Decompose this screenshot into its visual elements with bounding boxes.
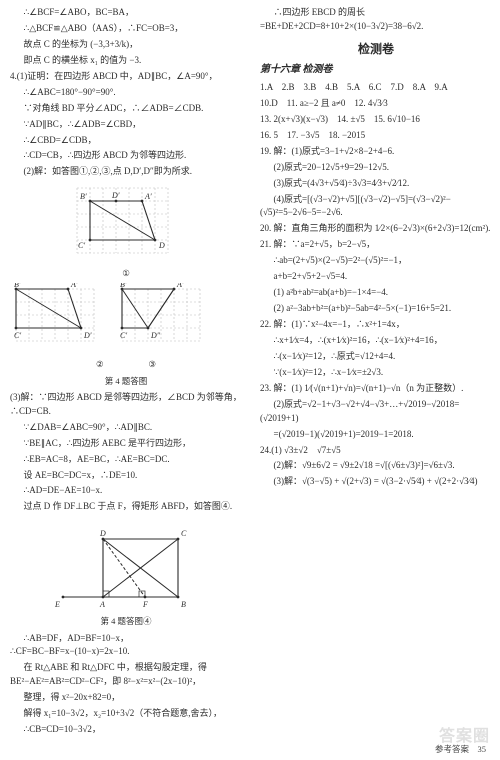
figlabel: 第 4 题答图: [10, 375, 242, 388]
l8: ∵AD∥BC，∴∠ADB=∠CBD，: [10, 118, 242, 132]
r3: 13. 2(x+√3)(x−√3) 14. ±√5 15. 6√10−16: [260, 113, 492, 127]
svg-text:B′: B′: [120, 283, 127, 289]
r6: (2)原式=20−12√5+9=29−12√5.: [260, 161, 492, 175]
r21: =(√2019−1)(√2019+1)=2019−1=2018.: [260, 428, 492, 442]
l5: 4.(1)证明：在四边形 ABCD 中，AD∥BC，∠A=90°，: [10, 70, 242, 84]
r8: (4)原式=[(√3−√2)+√5][(√3−√2)−√5]=(√3−√2)²−…: [260, 193, 492, 221]
l7: ∵对角线 BD 平分∠ADC，∴∠ADB=∠CDB.: [10, 102, 242, 116]
svg-text:B′: B′: [14, 283, 21, 289]
ans: 1.A 2.B 3.B 4.B 5.A 6.C 7.D 8.A 9.A: [260, 81, 492, 95]
fig-row-4: E A B F D C: [10, 517, 242, 612]
svg-text:A′: A′: [144, 192, 152, 201]
svg-text:A′: A′: [70, 283, 78, 289]
svg-text:D″: D″: [150, 331, 161, 340]
l4: 即点 C 的横坐标 x₁ 的值为 −3.: [10, 54, 242, 68]
r17: ∴(x−1⁄x)²=12，∴原式=√12+4=4.: [260, 350, 492, 364]
r15: 22. 解：(1)∵x²−4x=−1，∴x²+1=4x，: [260, 318, 492, 332]
svg-text:C′: C′: [14, 331, 21, 340]
r24: (3)解：√(3−√5) + √(2+√3) = √(3−2·√5⁄4) + √…: [260, 475, 492, 489]
l18: 过点 D 作 DF⊥BC 于点 F，得矩形 ABFD，如答图④.: [10, 500, 242, 514]
svg-text:D: D: [158, 241, 165, 250]
l19: ∴AB=DF，AD=BF=10−x，∴CF=BC−BF=x−(10−x)=2x−…: [10, 632, 242, 660]
svg-text:D: D: [99, 529, 106, 538]
l10: ∴CD=CB，∴四边形 ABCD 为邻等四边形.: [10, 149, 242, 163]
footer: 参考答案 35: [435, 743, 486, 756]
r19: 23. 解：(1) 1⁄(√(n+1)+√n)=√(n+1)−√n（n 为正整数…: [260, 382, 492, 396]
l9: ∴∠CBD=∠CDB，: [10, 134, 242, 148]
r5: 19. 解：(1)原式=3−1+√2×8−2+4−6.: [260, 145, 492, 159]
svg-text:F: F: [142, 600, 148, 609]
r7: (3)原式=(4√3+√5⁄4)÷3√3=4⁄3+√2⁄12.: [260, 177, 492, 191]
r9: 20. 解：直角三角形的面积为 1⁄2×(6−2√3)×(6+2√3)=12(c…: [260, 222, 492, 236]
figcap3: ③: [148, 359, 156, 369]
r14: (2) a²−3ab+b²=(a+b)²−5ab=4²−5×(−1)=16+5=…: [260, 302, 492, 316]
l13: ∵∠DAB=∠ABC=90°，∴AD∥BC.: [10, 421, 242, 435]
svg-text:D′: D′: [83, 331, 92, 340]
l6: ∴∠ABC=180°−90°=90°.: [10, 86, 242, 100]
svg-text:C: C: [181, 529, 187, 538]
r16: ∴x+1⁄x=4，∴(x+1⁄x)²=16，∴(x−1⁄x)²+4=16，: [260, 334, 492, 348]
figcap2: ②: [96, 359, 106, 369]
l11: (2)解：如答图①,②,③,点 D,D′,D″即为所求.: [10, 165, 242, 179]
l17: ∴AD=DE−AE=10−x.: [10, 484, 242, 498]
l14: ∵BE∥AC，∴四边形 AEBC 是平行四边形，: [10, 437, 242, 451]
r22: 24.(1) √3±√2 √7±√5: [260, 444, 492, 458]
svg-text:C′: C′: [78, 241, 85, 250]
title: 检测卷: [260, 40, 492, 59]
r10: 21. 解：∵a=2+√5，b=2−√5，: [260, 238, 492, 252]
r4: 16. 5 17. −3√5 18. −2015: [260, 129, 492, 143]
l21: 整理，得 x²−20x+82=0，: [10, 691, 242, 705]
figlabel2: 第 4 题答图④: [10, 615, 242, 628]
fig-4: E A B F D C: [51, 517, 201, 612]
fig-row-2: B′ A′ C′ D′ B′ A′ C′ D″: [10, 283, 242, 355]
subhead: 第十六章 检测卷: [260, 62, 492, 78]
l22: 解得 x₁=10−3√2，x₂=10+3√2（不符合题意,舍去），: [10, 707, 242, 721]
r1: ∴四边形 EBCD 的周长=BE+DE+2CD=8+10+2×(10−3√2)=…: [260, 6, 492, 34]
r12: a+b=2+√5+2−√5=4.: [260, 270, 492, 284]
r23: (2)解：√9±6√2 = √9±2√18 =√[(√6±√3)²]=√6±√3…: [260, 459, 492, 473]
l20: 在 Rt△ABE 和 Rt△DFC 中，根据勾股定理，得 BE²−AE²=AB²…: [10, 661, 242, 689]
l23: ∴CB=CD=10−3√2，: [10, 723, 242, 737]
r20: (2)原式=√2−1+√3−√2+√4−√3+…+√2019−√2018=(√2…: [260, 398, 492, 426]
svg-text:B: B: [181, 600, 186, 609]
svg-text:D′: D′: [111, 191, 120, 200]
l12: (3)解：∵四边形 ABCD 是邻等四边形，∠BCD 为邻等角，∴CD=CB.: [10, 391, 242, 419]
svg-text:B′: B′: [80, 192, 87, 201]
r11: ∴ab=(2+√5)×(2−√5)=2²−(√5)²=−1，: [260, 254, 492, 268]
svg-text:E: E: [54, 600, 60, 609]
l2: ∴△BCF≌△ABO（AAS），∴FC=OB=3，: [10, 22, 242, 36]
svg-text:A′: A′: [176, 283, 184, 289]
r2: 10.D 11. a≥−2 且 a≠0 12. 4√3⁄3: [260, 97, 492, 111]
grid-fig-2: B′ A′ C′ D′: [10, 283, 110, 355]
svg-text:C′: C′: [120, 331, 127, 340]
svg-text:A: A: [99, 600, 105, 609]
l1: ∴∠BCF=∠ABO，BC=BA，: [10, 6, 242, 20]
figcap1: ①: [10, 267, 242, 280]
grid-fig-3: B′ A′ C′ D″: [116, 283, 216, 355]
l15: ∴EB=AC=8，AE=BC，∴AE=BC=DC.: [10, 453, 242, 467]
l16: 设 AE=BC=DC=x，∴DE=10.: [10, 469, 242, 483]
grid-fig-1: B′ A′ C′ D D′: [71, 182, 181, 264]
r13: (1) a²b+ab²=ab(a+b)=−1×4=−4.: [260, 286, 492, 300]
r18: ∵(x−1⁄x)²=12，∴x−1⁄x=±2√3.: [260, 366, 492, 380]
fig-row-1: B′ A′ C′ D D′: [10, 182, 242, 264]
l3: 故点 C 的坐标为 (−3,3+3/k)，: [10, 38, 242, 52]
